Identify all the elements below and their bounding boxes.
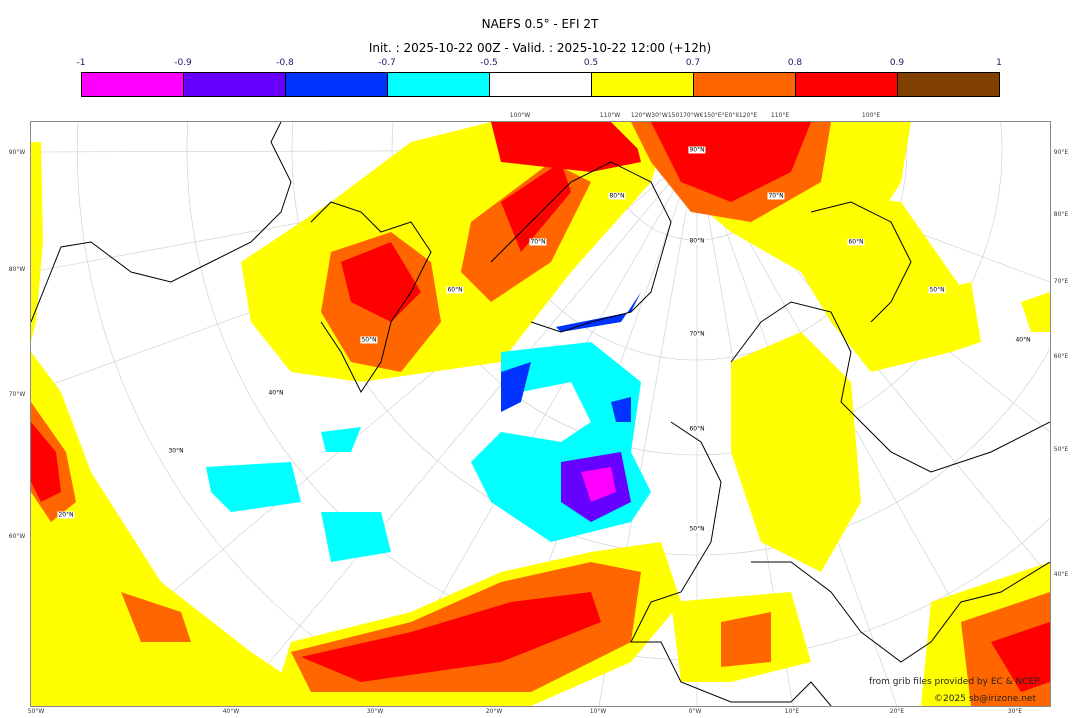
lon-label-left: 80°W [8, 266, 26, 273]
lon-label-right: 50°E [1053, 446, 1069, 453]
colorbar-tick: -0.7 [378, 58, 396, 68]
lon-label-right: 80°E [1053, 211, 1069, 218]
lat-label: 40°N [267, 389, 285, 397]
colorbar-tick: -0.8 [276, 58, 294, 68]
lon-label-right: 70°E [1053, 278, 1069, 285]
lat-label: 80°N [688, 237, 706, 245]
colorbar-segment [184, 73, 286, 96]
lat-label: 70°N [767, 192, 785, 200]
colorbar-segment [490, 73, 592, 96]
lon-label-top: 110°W [599, 112, 621, 119]
lon-label-bottom: 20°W [485, 708, 503, 715]
efi-field [31, 122, 1050, 706]
lat-label: 80°N [608, 192, 626, 200]
colorbar-tick: 1 [996, 58, 1002, 68]
lon-label-right: 90°E [1053, 149, 1069, 156]
lon-label-bottom: 40°W [222, 708, 240, 715]
credit-source: from grib files provided by EC & NCEP [869, 677, 1040, 687]
lon-label-left: 70°W [8, 391, 26, 398]
colorbar-tick: 0.8 [787, 58, 803, 68]
lon-label-left: 90°W [8, 149, 26, 156]
colorbar-segment [592, 73, 694, 96]
lon-label-right: 40°E [1053, 571, 1069, 578]
colorbar-segment [898, 73, 999, 96]
lat-label: 30°N [167, 447, 185, 455]
lat-label: 50°N [360, 336, 378, 344]
lon-label-left: 60°W [8, 533, 26, 540]
lon-label-bottom: 20°E [889, 708, 905, 715]
lon-label-top: 100°E [861, 112, 881, 119]
colorbar [81, 72, 1000, 97]
lat-label: 70°N [529, 238, 547, 246]
coastlines [31, 122, 1050, 706]
colorbar-segment [286, 73, 388, 96]
lon-label-top: 120°W30°W150170°W€150°E°E0°II120°E [630, 112, 758, 119]
colorbar-tick: 0.5 [583, 58, 599, 68]
lon-label-top: 100°W [509, 112, 531, 119]
colorbar-tick: -0.5 [480, 58, 498, 68]
colorbar-segment [388, 73, 490, 96]
lat-label: 60°N [688, 425, 706, 433]
colorbar-tick: 0.7 [685, 58, 701, 68]
lat-label: 20°N [57, 511, 75, 519]
colorbar-segment [82, 73, 184, 96]
lat-label: 60°N [847, 238, 865, 246]
lon-label-top: 110°E [770, 112, 790, 119]
map-subtitle: Init. : 2025-10-22 00Z - Valid. : 2025-1… [368, 41, 712, 55]
colorbar-segment [796, 73, 898, 96]
lon-label-bottom: 0°W [688, 708, 702, 715]
lon-label-bottom: 30°W [366, 708, 384, 715]
lat-label: 40°N [1014, 336, 1032, 344]
colorbar-tick: 0.9 [889, 58, 905, 68]
lat-label: 60°N [446, 286, 464, 294]
lat-label: 90°N [688, 146, 706, 154]
colorbar-tick: -0.9 [174, 58, 192, 68]
credit-copyright: ©2025 sb@irizone.net [934, 694, 1036, 704]
lat-label: 70°N [688, 330, 706, 338]
colorbar-tick: -1 [76, 58, 86, 68]
lon-label-bottom: 10°W [589, 708, 607, 715]
lon-label-bottom: 30°E [1007, 708, 1023, 715]
map-canvas [31, 122, 1050, 706]
lon-label-bottom: 50°W [27, 708, 45, 715]
colorbar-segment [694, 73, 796, 96]
map-area: 90°N 80°N 70°N 60°N 50°N 40°N 30°N 20°N … [30, 121, 1051, 707]
lat-label: 50°N [928, 286, 946, 294]
lat-label: 50°N [688, 525, 706, 533]
map-title: NAEFS 0.5° - EFI 2T [481, 17, 599, 31]
lon-label-bottom: 10°E [784, 708, 800, 715]
lon-label-right: 60°E [1053, 353, 1069, 360]
